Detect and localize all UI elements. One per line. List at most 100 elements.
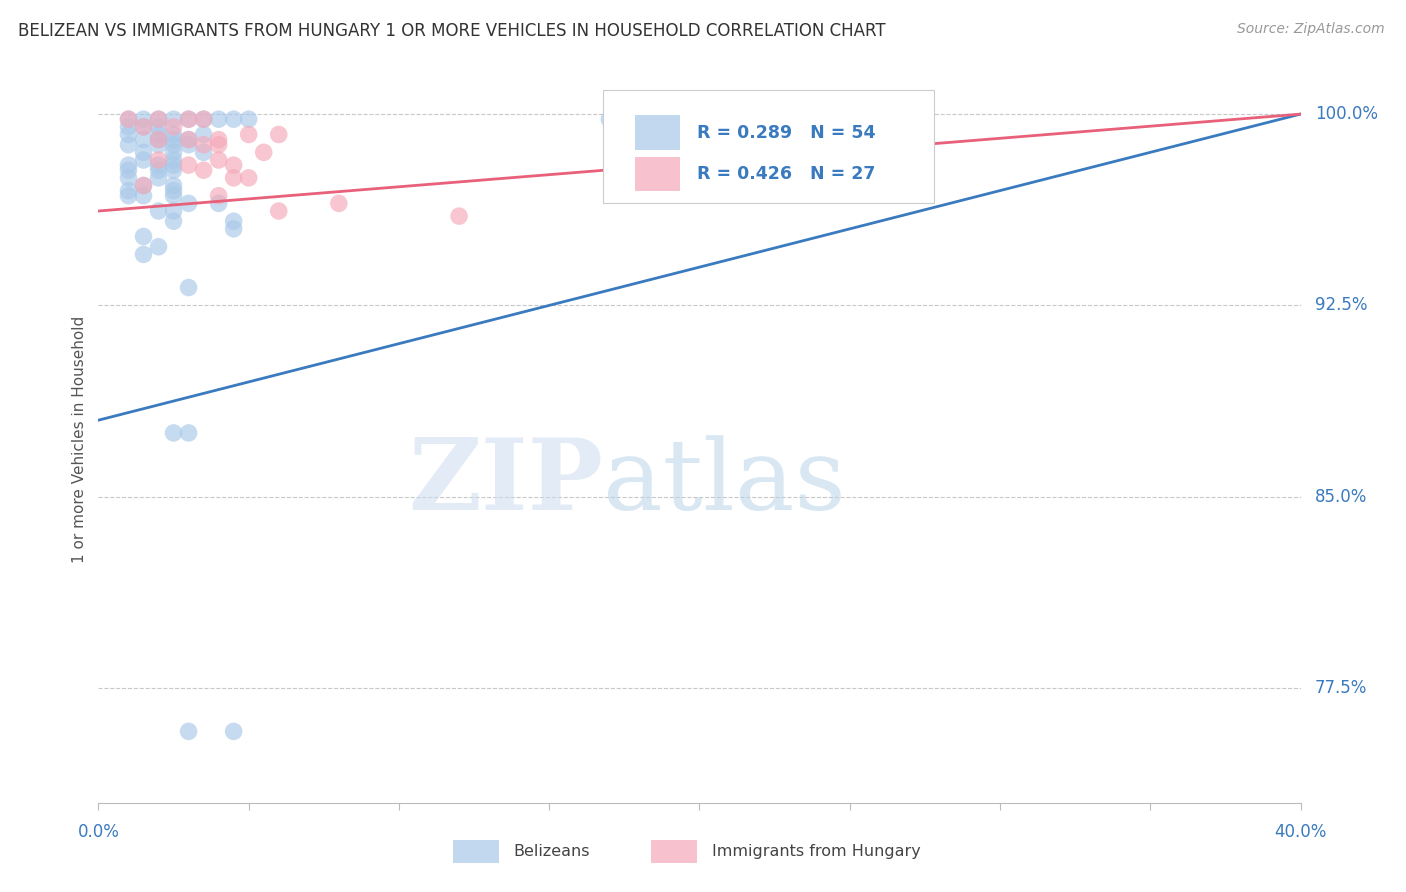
Point (117, 120, 139, 134)
Point (132, 112, 155, 127)
Point (267, 128, 290, 142)
Point (162, 178, 184, 193)
Point (447, 209, 470, 223)
Point (117, 163, 139, 178)
Point (238, 170, 260, 185)
Point (222, 170, 245, 185)
Point (193, 112, 215, 127)
Point (222, 158, 245, 172)
Point (148, 153, 170, 167)
Point (162, 132, 184, 146)
Point (132, 188, 155, 202)
Text: Immigrants from Hungary: Immigrants from Hungary (711, 844, 921, 859)
Point (148, 163, 170, 178)
Text: 100.0%: 100.0% (1315, 105, 1378, 123)
Point (598, 112, 620, 127)
Point (117, 170, 139, 185)
Point (162, 145, 184, 160)
Point (222, 214, 245, 228)
Point (328, 196, 350, 211)
Point (162, 184, 184, 198)
Point (177, 112, 200, 127)
Point (148, 204, 170, 219)
Point (208, 153, 231, 167)
Point (208, 137, 231, 152)
Point (177, 724, 200, 739)
Point (208, 112, 231, 127)
Point (148, 128, 170, 142)
Point (162, 128, 184, 142)
Point (193, 112, 215, 127)
Point (117, 112, 139, 127)
FancyBboxPatch shape (651, 840, 697, 863)
Point (132, 229, 155, 244)
Point (193, 128, 215, 142)
Point (117, 137, 139, 152)
FancyBboxPatch shape (453, 840, 499, 863)
Point (208, 196, 231, 211)
Point (162, 204, 184, 219)
Point (117, 188, 139, 202)
Text: Source: ZipAtlas.com: Source: ZipAtlas.com (1237, 22, 1385, 37)
Point (148, 132, 170, 146)
Point (193, 163, 215, 178)
Text: ZIP: ZIP (408, 434, 603, 532)
FancyBboxPatch shape (634, 115, 681, 150)
Point (162, 112, 184, 127)
Point (162, 120, 184, 134)
Point (177, 425, 200, 440)
Text: 0.0%: 0.0% (77, 823, 120, 841)
Point (132, 120, 155, 134)
Point (177, 196, 200, 211)
Text: 40.0%: 40.0% (1274, 823, 1327, 841)
Point (132, 153, 155, 167)
Text: atlas: atlas (603, 435, 846, 531)
Text: Belizeans: Belizeans (513, 844, 589, 859)
Point (238, 112, 260, 127)
Point (148, 120, 170, 134)
Point (177, 112, 200, 127)
Point (148, 132, 170, 146)
Point (162, 188, 184, 202)
Point (132, 132, 155, 146)
FancyBboxPatch shape (603, 90, 934, 203)
Point (222, 112, 245, 127)
Text: R = 0.426   N = 27: R = 0.426 N = 27 (697, 165, 876, 183)
Text: 77.5%: 77.5% (1315, 679, 1368, 697)
Point (222, 222, 245, 236)
Point (162, 425, 184, 440)
Point (148, 158, 170, 172)
Point (132, 120, 155, 134)
Point (253, 145, 276, 160)
Point (177, 280, 200, 294)
Point (238, 128, 260, 142)
Point (177, 137, 200, 152)
Point (148, 112, 170, 127)
Point (117, 112, 139, 127)
Point (148, 240, 170, 254)
Point (177, 132, 200, 146)
Point (193, 145, 215, 160)
Point (162, 137, 184, 152)
Point (162, 153, 184, 167)
Point (267, 204, 290, 219)
Text: 85.0%: 85.0% (1315, 488, 1368, 506)
Point (222, 724, 245, 739)
Point (132, 145, 155, 160)
Point (148, 112, 170, 127)
Point (148, 170, 170, 185)
Text: 92.5%: 92.5% (1315, 296, 1368, 314)
Y-axis label: 1 or more Vehicles in Household: 1 or more Vehicles in Household (72, 316, 87, 563)
Text: R = 0.289   N = 54: R = 0.289 N = 54 (697, 123, 876, 142)
Point (162, 158, 184, 172)
Point (177, 132, 200, 146)
Point (208, 132, 231, 146)
Point (148, 137, 170, 152)
FancyBboxPatch shape (634, 156, 681, 192)
Point (117, 184, 139, 198)
Point (162, 163, 184, 178)
Point (193, 137, 215, 152)
Point (162, 214, 184, 228)
Point (132, 178, 155, 193)
Text: BELIZEAN VS IMMIGRANTS FROM HUNGARY 1 OR MORE VEHICLES IN HOUSEHOLD CORRELATION : BELIZEAN VS IMMIGRANTS FROM HUNGARY 1 OR… (18, 22, 886, 40)
